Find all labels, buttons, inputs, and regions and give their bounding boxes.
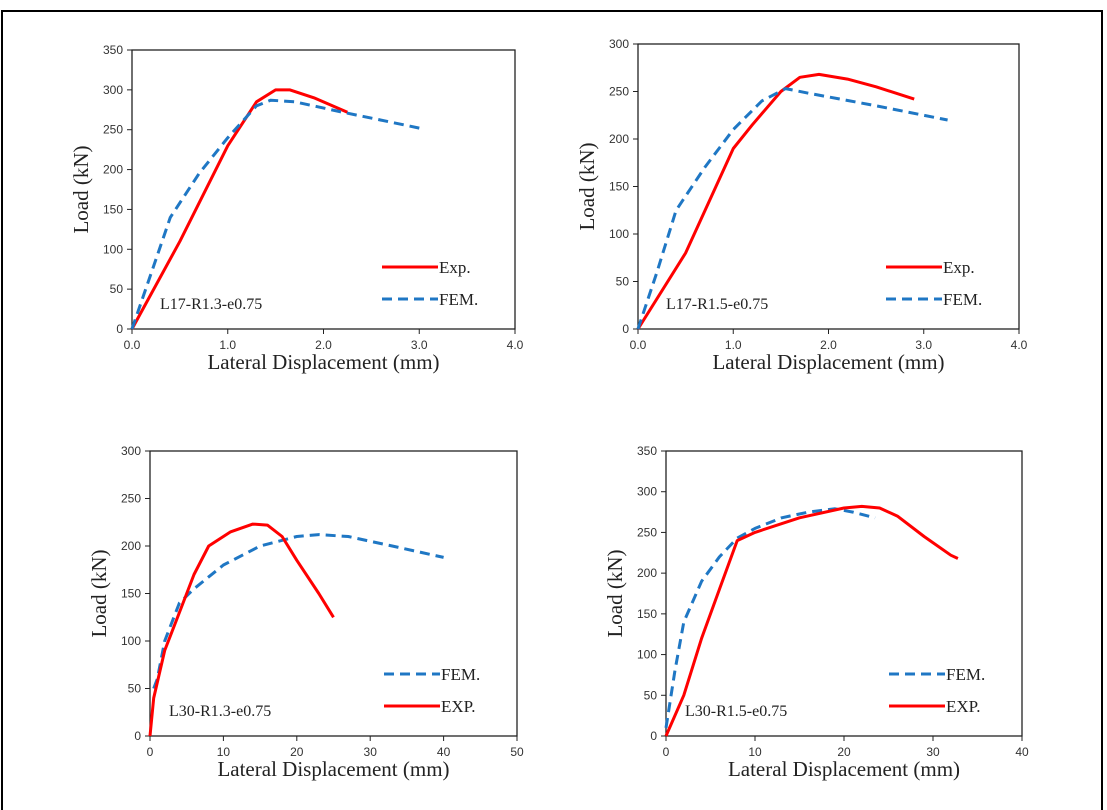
legend-label: FEM. [946, 665, 985, 684]
y-tick-label: 300 [609, 37, 629, 51]
series-line-exp [148, 522, 335, 737]
x-tick-label: 2.0 [820, 338, 837, 352]
x-tick-label: 2.0 [315, 338, 332, 352]
x-tick-label: 0 [147, 745, 154, 759]
y-tick-label: 250 [103, 123, 123, 137]
x-tick-label: 0.0 [630, 338, 647, 352]
chart-1: 0 50 100 150 200 250 300 350 0.0 1.0 2.0 3.0 4.0 Late… [69, 43, 524, 374]
y-tick-label: 0 [622, 322, 629, 336]
plot-area [149, 450, 518, 737]
x-tick-label: 3.0 [411, 338, 428, 352]
legend-label: FEM. [439, 290, 478, 309]
x-tick-label: 20 [837, 745, 851, 759]
legend-label: FEM. [441, 665, 480, 684]
y-tick-label: 0 [134, 729, 141, 743]
y-tick-label: 200 [609, 132, 629, 146]
y-tick-label: 300 [103, 83, 123, 97]
x-axis-title: Lateral Displacement (mm) [728, 757, 960, 781]
x-tick-label: 10 [217, 745, 231, 759]
legend-label: EXP. [441, 697, 475, 716]
y-tick-label: 50 [128, 682, 142, 696]
specimen-label: L30-R1.3-e0.75 [169, 703, 271, 720]
y-tick-label: 150 [103, 202, 123, 216]
legend-label: EXP. [946, 697, 980, 716]
y-tick-label: 100 [103, 242, 123, 256]
x-tick-label: 40 [437, 745, 451, 759]
x-tick-label: 30 [364, 745, 378, 759]
y-tick-label: 150 [121, 587, 141, 601]
x-tick-label: 4.0 [507, 338, 524, 352]
y-tick-label: 50 [644, 688, 658, 702]
y-tick-label: 200 [637, 566, 657, 580]
series-line-exp [636, 72, 915, 330]
y-tick-label: 200 [121, 539, 141, 553]
x-tick-label: 4.0 [1011, 338, 1028, 352]
plot-area [637, 43, 1020, 330]
y-tick-label: 150 [609, 180, 629, 194]
x-tick-label: 1.0 [725, 338, 742, 352]
x-tick-label: 20 [290, 745, 304, 759]
chart-3: 0 50 100 150 200 250 300 0 10 20 30 40 50 Lateral Dis… [87, 444, 524, 781]
legend-label: Exp. [439, 258, 471, 277]
y-tick-label: 100 [637, 648, 657, 662]
x-tick-label: 0.0 [124, 338, 141, 352]
y-axis-title: Load (kN) [69, 145, 93, 233]
series-line-exp [664, 504, 959, 737]
legend-label: FEM. [943, 290, 982, 309]
series-line-fem [152, 533, 444, 690]
series-line-fem [130, 98, 420, 330]
x-axis-title: Lateral Displacement (mm) [712, 350, 944, 374]
y-tick-label: 100 [609, 227, 629, 241]
y-tick-label: 50 [616, 275, 630, 289]
x-axis-title: Lateral Displacement (mm) [217, 757, 449, 781]
x-tick-label: 50 [510, 745, 524, 759]
x-tick-label: 30 [926, 745, 940, 759]
y-tick-label: 100 [121, 634, 141, 648]
x-axis-title: Lateral Displacement (mm) [207, 350, 439, 374]
series-line-exp [130, 88, 348, 330]
figure-frame [1, 10, 1103, 810]
x-tick-label: 1.0 [219, 338, 236, 352]
y-tick-label: 200 [103, 163, 123, 177]
specimen-label: L17-R1.3-e0.75 [160, 296, 262, 313]
series-line-fem [664, 507, 876, 729]
y-axis-title: Load (kN) [87, 549, 111, 637]
y-tick-label: 350 [103, 43, 123, 57]
y-axis-title: Load (kN) [575, 142, 599, 230]
chart-2: 0 50 100 150 200 250 300 0.0 1.0 2.0 3.0 4.0 Lateral… [575, 37, 1028, 374]
y-tick-label: 300 [121, 444, 141, 458]
y-tick-label: 300 [637, 485, 657, 499]
y-tick-label: 250 [609, 85, 629, 99]
y-tick-label: 350 [637, 444, 657, 458]
y-tick-label: 0 [116, 322, 123, 336]
x-tick-label: 10 [748, 745, 762, 759]
y-tick-label: 150 [637, 607, 657, 621]
y-tick-label: 50 [110, 282, 124, 296]
y-tick-label: 250 [121, 492, 141, 506]
x-tick-label: 40 [1015, 745, 1029, 759]
chart-4: 0 50 100 150 200 250 300 350 0 10 20 30 40 Lateral Di… [603, 444, 1029, 781]
legend-label: Exp. [943, 258, 975, 277]
y-tick-label: 250 [637, 525, 657, 539]
x-tick-label: 3.0 [915, 338, 932, 352]
y-tick-label: 0 [650, 729, 657, 743]
y-axis-title: Load (kN) [603, 549, 627, 637]
x-tick-label: 0 [663, 745, 670, 759]
specimen-label: L30-R1.5-e0.75 [685, 703, 787, 720]
specimen-label: L17-R1.5-e0.75 [666, 296, 768, 313]
series-line-fem [636, 87, 948, 330]
